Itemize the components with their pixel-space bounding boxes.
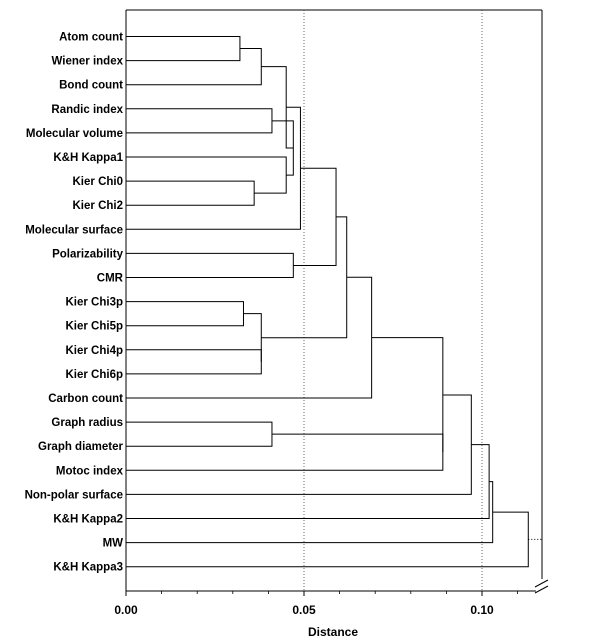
- dendrogram-branch: [126, 181, 254, 205]
- leaf-label: Wiener index: [52, 56, 124, 68]
- x-tick-label: 0.00: [114, 603, 138, 617]
- leaf-label: Polarizability: [52, 248, 124, 260]
- leaf-label: Graph radius: [51, 417, 123, 429]
- dendrogram-branch: [126, 49, 261, 85]
- x-tick-label: 0.10: [470, 603, 494, 617]
- axis-break-mark: [535, 580, 548, 593]
- leaf-label: Non-polar surface: [25, 489, 123, 501]
- dendrogram-branch: [126, 253, 293, 277]
- leaf-label: Kier Chi3p: [65, 297, 123, 309]
- dendrogram-branch: [126, 109, 272, 133]
- grid-lines: [304, 10, 482, 591]
- leaf-label: Kier Chi6p: [65, 369, 123, 381]
- dendrogram-branch: [126, 157, 286, 193]
- leaf-label: Molecular surface: [25, 224, 123, 236]
- leaf-label: K&H Kappa2: [53, 514, 123, 526]
- leaf-label: Graph diameter: [38, 441, 124, 453]
- x-axis: 0.00 0.05 0.10: [114, 591, 517, 617]
- dendrogram-branch: [126, 422, 272, 446]
- leaf-label: Molecular volume: [26, 128, 123, 140]
- leaf-label: K&H Kappa1: [53, 152, 123, 164]
- dendrogram-branches: [126, 37, 542, 567]
- leaf-label: Kier Chi5p: [65, 321, 123, 333]
- dendrogram-branch: [126, 512, 528, 567]
- leaf-label: Atom count: [59, 32, 123, 44]
- dendrogram-branch: [126, 395, 471, 494]
- plot-frame-border: [126, 10, 542, 591]
- dendrogram-branch: [126, 37, 240, 61]
- dendrogram-branch: [126, 350, 261, 374]
- leaf-label: Kier Chi2: [73, 200, 124, 212]
- leaf-label: Randic index: [51, 104, 123, 116]
- dendrogram-branch: [126, 434, 443, 470]
- dendrogram-branch: [126, 445, 489, 519]
- dendrogram-branch: [126, 107, 300, 229]
- dendrogram-branch: [372, 338, 443, 453]
- dendrogram-branch: [126, 302, 243, 326]
- dendrogram-branch: [293, 168, 336, 265]
- dendrogram-branch: [243, 314, 261, 362]
- dendrogram-branch: [126, 482, 493, 543]
- leaf-labels: Atom count Wiener index Bond count Randic i…: [25, 32, 124, 574]
- leaf-label: Kier Chi4p: [65, 345, 123, 357]
- x-tick-label: 0.05: [292, 603, 316, 617]
- leaf-label: Carbon count: [48, 393, 123, 405]
- leaf-label: CMR: [97, 273, 124, 285]
- leaf-label: Kier Chi0: [73, 176, 124, 188]
- leaf-label: Motoc index: [56, 465, 124, 477]
- leaf-label: K&H Kappa3: [53, 562, 123, 574]
- x-axis-label: Distance: [308, 625, 358, 639]
- leaf-label: MW: [103, 538, 124, 550]
- leaf-label: Bond count: [59, 80, 123, 92]
